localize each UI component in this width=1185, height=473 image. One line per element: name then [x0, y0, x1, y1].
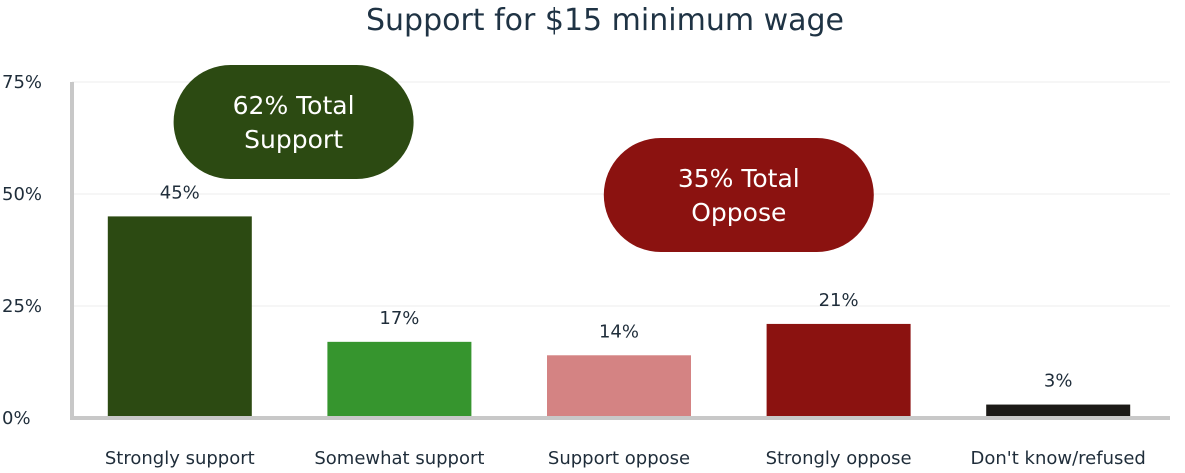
data-label: 17%	[379, 308, 419, 329]
chart-title: Support for $15 minimum wage	[366, 3, 844, 38]
data-label: 21%	[819, 290, 859, 311]
x-axis-labels: Strongly support Somewhat support Support …	[105, 448, 1146, 469]
data-label: 45%	[160, 182, 200, 203]
bar	[327, 341, 472, 416]
y-axis: 0% 25% 50% 75%	[2, 72, 1170, 429]
x-tick-label: Strongly oppose	[766, 448, 912, 469]
x-tick-label: Support oppose	[548, 448, 690, 469]
y-tick-label: 25%	[2, 296, 42, 317]
y-tick-label: 75%	[2, 72, 42, 93]
data-label: 14%	[599, 321, 639, 342]
callout-pill	[603, 138, 874, 252]
bars	[107, 216, 1131, 416]
callout-line-1: 62% Total	[233, 91, 355, 120]
callout-line-1: 35% Total	[678, 164, 800, 193]
callout-line-2: Support	[244, 125, 343, 154]
y-tick-label: 50%	[2, 184, 42, 205]
x-tick-label: Somewhat support	[314, 448, 484, 469]
data-label: 3%	[1044, 371, 1073, 392]
data-labels: 45% 17% 14% 21% 3%	[160, 182, 1073, 391]
x-tick-label: Strongly support	[105, 448, 255, 469]
x-tick-label: Don't know/refused	[971, 448, 1146, 469]
callouts: 62% Total Support 35% Total Oppose	[173, 65, 874, 252]
callout-line-2: Oppose	[691, 198, 786, 227]
callout-oppose: 35% Total Oppose	[603, 138, 874, 252]
callout-pill	[173, 65, 414, 179]
bar	[986, 404, 1131, 416]
bar	[766, 323, 911, 416]
callout-support: 62% Total Support	[173, 65, 414, 179]
bar	[547, 355, 691, 416]
bar	[107, 216, 252, 416]
y-tick-label: 0%	[2, 408, 31, 429]
